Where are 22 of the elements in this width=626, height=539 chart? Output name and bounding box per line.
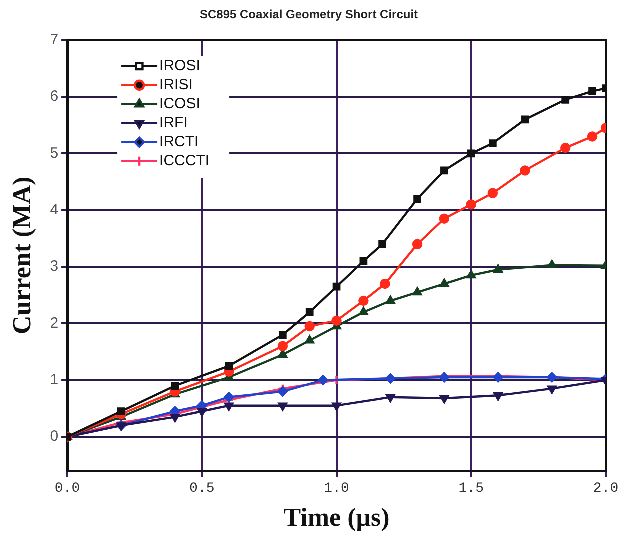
y-tick-label: 7 <box>50 32 59 49</box>
x-tick-label: 0.0 <box>54 481 80 498</box>
y-tick-label: 6 <box>50 88 59 106</box>
legend-label: ICOSI <box>160 96 200 113</box>
legend-label: IROSI <box>160 58 200 75</box>
chart-title: SC895 Coaxial Geometry Short Circuit <box>200 8 418 22</box>
legend-label: IRFI <box>160 114 188 132</box>
y-tick-label: 2 <box>50 314 59 332</box>
y-tick-label: 5 <box>50 144 59 162</box>
legend-label: IRISI <box>160 76 193 94</box>
y-tick-label: 0 <box>50 428 59 446</box>
x-axis-title: Time (μs) <box>284 503 390 532</box>
legend-label: IRCTI <box>160 134 199 151</box>
y-tick-label: 3 <box>50 258 59 276</box>
x-tick-label: 1.0 <box>324 481 350 498</box>
x-tick-label: 0.5 <box>190 481 215 498</box>
y-axis-title: Current (MA) <box>7 176 36 335</box>
y-tick-label: 4 <box>50 202 59 219</box>
x-tick-label: 1.5 <box>458 481 484 498</box>
x-tick-label: 2.0 <box>593 481 619 498</box>
legend-label: ICCCTI <box>160 152 210 170</box>
y-tick-label: 1 <box>50 371 59 388</box>
